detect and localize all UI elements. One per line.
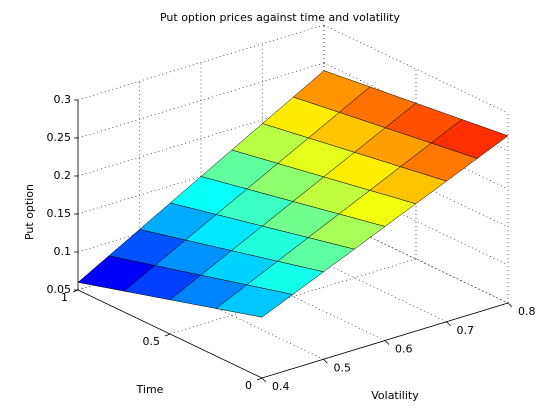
- tick-mark: [384, 340, 390, 345]
- z-axis-label: Put option: [23, 184, 36, 240]
- x-tick-label: 0.8: [518, 305, 536, 318]
- z-tick-label: 0.3: [54, 93, 72, 106]
- z-tick-label: 0.15: [47, 207, 72, 220]
- z-tick-label: 0.1: [54, 245, 72, 258]
- chart-title: Put option prices against time and volat…: [160, 11, 401, 24]
- z-tick-label: 0.2: [54, 169, 72, 182]
- grid-line: [77, 100, 325, 177]
- x-tick-label: 0.6: [395, 343, 413, 356]
- y-tick-label: 0.5: [143, 335, 161, 348]
- x-tick-label: 0.4: [272, 380, 290, 393]
- z-tick-label: 0.05: [47, 283, 72, 296]
- tick-mark: [164, 333, 171, 337]
- x-tick-label: 0.5: [334, 361, 352, 374]
- tick-mark: [261, 377, 267, 383]
- grid-line: [77, 24, 325, 101]
- tick-mark: [446, 321, 451, 327]
- surface-patch: [215, 284, 294, 318]
- grid-line: [77, 62, 325, 139]
- x-tick-label: 0.7: [457, 324, 475, 337]
- y-tick-label: 0: [245, 379, 252, 392]
- tick-mark: [323, 358, 328, 364]
- grid-line: [169, 258, 417, 335]
- tick-mark: [507, 302, 513, 308]
- z-tick-label: 0.25: [47, 131, 72, 144]
- x-axis-label: Volatility: [371, 389, 419, 402]
- tick-mark: [256, 377, 263, 381]
- y-axis-label: Time: [136, 383, 164, 396]
- y-tick-label: 1: [61, 291, 68, 304]
